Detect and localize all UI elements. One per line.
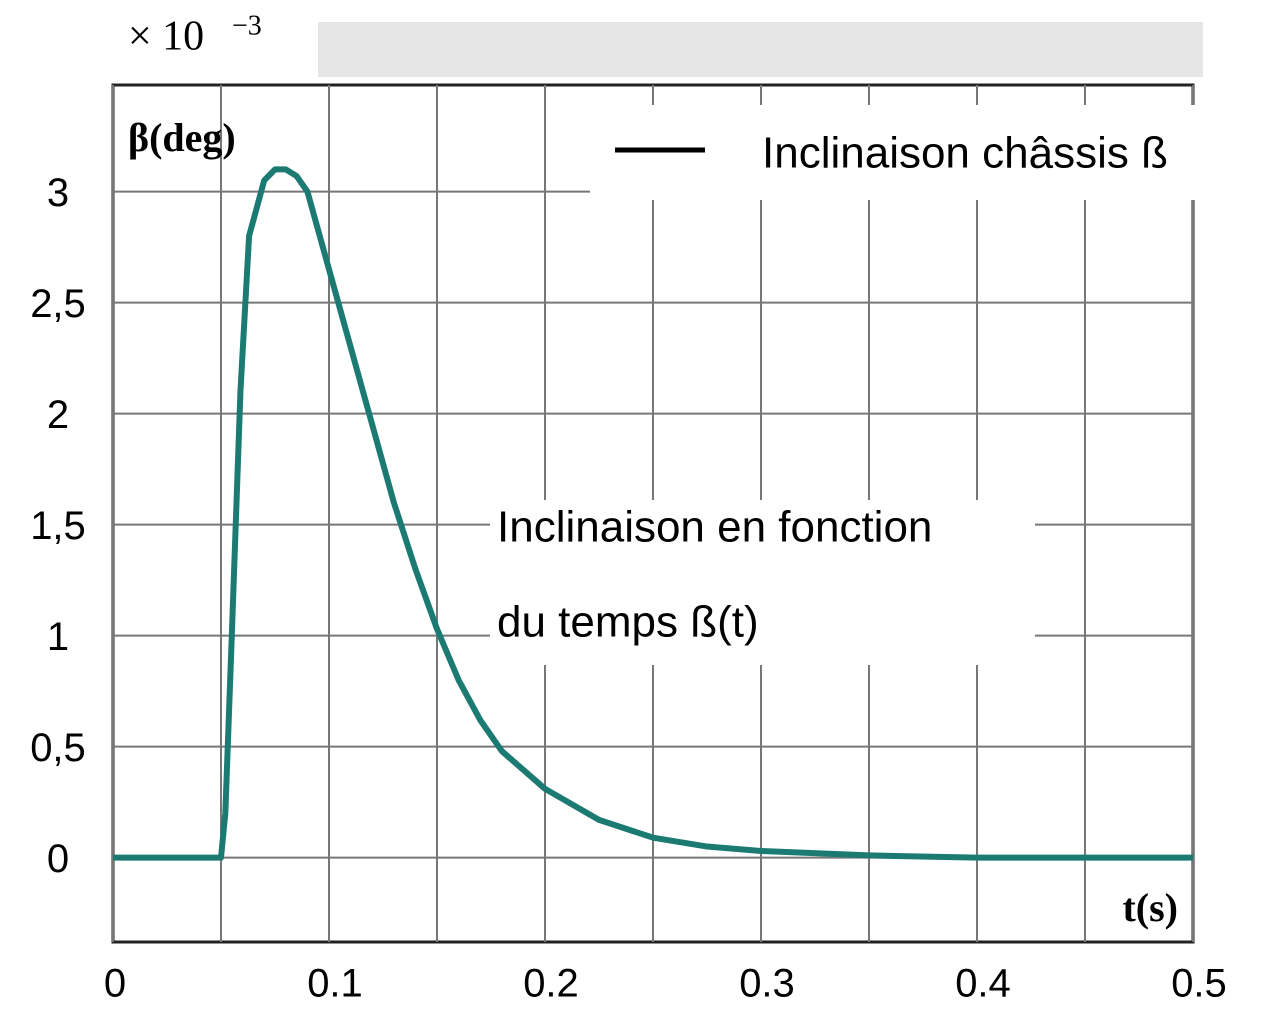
x-tick-label: 0.3: [739, 962, 795, 1006]
x-tick-label: 0.2: [523, 962, 579, 1006]
legend-label: Inclinaison châssis ß: [762, 129, 1168, 178]
y-tick-label: 2,5: [30, 282, 86, 326]
y-axis-label: β(deg): [128, 115, 236, 160]
y-tick-label: 3: [47, 171, 69, 215]
x-axis-label: t(s): [1122, 885, 1178, 930]
x-tick-label: 0.1: [307, 962, 363, 1006]
top-bar: [318, 22, 1203, 77]
y-tick-label: 0,5: [30, 726, 86, 770]
y-tick-label: 0: [47, 837, 69, 881]
x-tick-label: 0.5: [1171, 962, 1227, 1006]
y-tick-label: 1,5: [30, 504, 86, 548]
multiplier-exponent: −3: [232, 10, 262, 41]
annotation-box: [490, 500, 1035, 665]
y-tick-label: 1: [47, 615, 69, 659]
x-tick-label: 0.4: [955, 962, 1011, 1006]
annotation-line: du temps ß(t): [497, 598, 759, 647]
x-tick-label: 0: [104, 962, 126, 1006]
data-line: [113, 166, 1193, 861]
multiplier: × 10: [128, 14, 204, 60]
y-tick-label: 2: [47, 393, 69, 437]
annotation-line: Inclinaison en fonction: [497, 503, 932, 552]
marks: [113, 166, 1193, 861]
